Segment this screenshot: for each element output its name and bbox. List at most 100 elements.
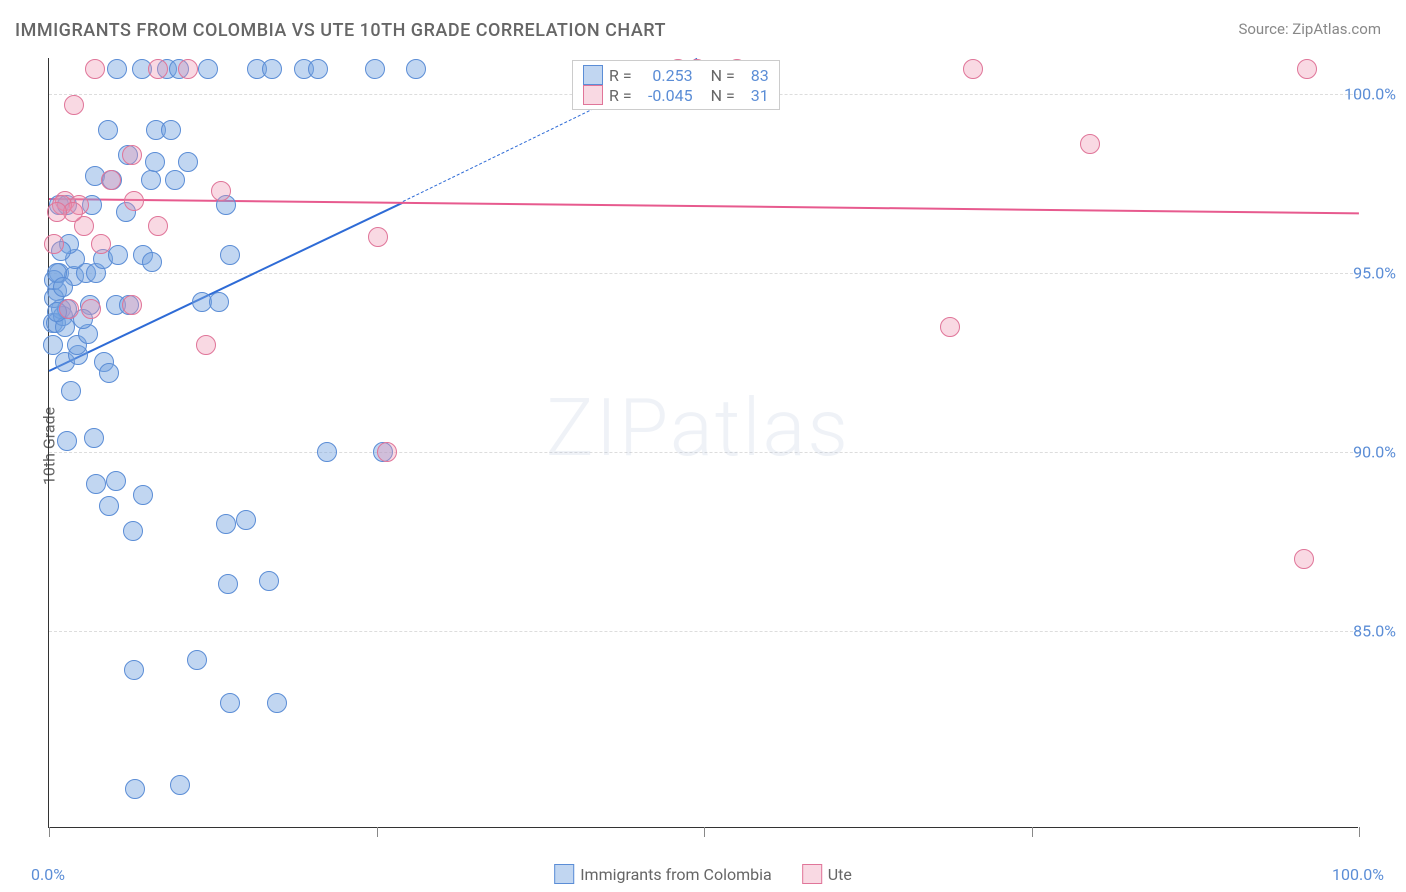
data-point	[220, 245, 240, 265]
data-point	[198, 59, 218, 79]
data-point	[98, 120, 118, 140]
data-point	[122, 145, 142, 165]
legend-item-pink: Ute	[802, 864, 852, 884]
data-point	[1294, 549, 1314, 569]
stats-swatch	[583, 85, 603, 105]
data-point	[141, 170, 161, 190]
y-tick-label: 100.0%	[1344, 84, 1396, 103]
data-point	[365, 59, 385, 79]
x-tick	[1032, 827, 1033, 837]
data-point	[165, 170, 185, 190]
data-point	[218, 574, 238, 594]
data-point	[91, 234, 111, 254]
gridline-h	[49, 273, 1358, 274]
data-point	[64, 95, 84, 115]
data-point	[123, 521, 143, 541]
data-point	[57, 431, 77, 451]
data-point	[43, 335, 63, 355]
data-point	[148, 216, 168, 236]
y-tick-label: 85.0%	[1353, 622, 1396, 641]
trendline	[49, 198, 1359, 214]
data-point	[236, 510, 256, 530]
data-point	[963, 59, 983, 79]
n-label: N =	[711, 86, 735, 105]
y-tick-label: 90.0%	[1353, 442, 1396, 461]
r-value: 0.253	[638, 66, 693, 85]
data-point	[59, 299, 79, 319]
data-point	[377, 442, 397, 462]
data-point	[170, 775, 190, 795]
data-point	[99, 363, 119, 383]
gridline-h	[49, 631, 1358, 632]
data-point	[53, 277, 73, 297]
data-point	[220, 693, 240, 713]
data-point	[142, 252, 162, 272]
source-label: Source: ZipAtlas.com	[1238, 20, 1381, 38]
data-point	[133, 485, 153, 505]
x-tick	[704, 827, 705, 837]
plot-area	[48, 58, 1358, 828]
n-value: 83	[741, 66, 769, 85]
data-point	[122, 295, 142, 315]
legend-swatch-pink	[802, 864, 822, 884]
data-point	[161, 120, 181, 140]
x-tick-label: 100.0%	[1332, 865, 1384, 884]
gridline-h	[49, 452, 1358, 453]
data-point	[196, 335, 216, 355]
data-point	[317, 442, 337, 462]
data-point	[940, 317, 960, 337]
bottom-legend: Immigrants from Colombia Ute	[554, 864, 852, 884]
data-point	[178, 59, 198, 79]
n-value: 31	[741, 86, 769, 105]
data-point	[209, 292, 229, 312]
data-point	[99, 496, 119, 516]
data-point	[108, 245, 128, 265]
x-tick	[1359, 827, 1360, 837]
data-point	[81, 299, 101, 319]
data-point	[1080, 134, 1100, 154]
n-label: N =	[711, 66, 735, 85]
chart-title: IMMIGRANTS FROM COLOMBIA VS UTE 10TH GRA…	[15, 20, 666, 41]
stats-legend-row: R = -0.045 N = 31	[583, 85, 769, 105]
data-point	[101, 170, 121, 190]
data-point	[1297, 59, 1317, 79]
data-point	[406, 59, 426, 79]
x-tick	[49, 827, 50, 837]
data-point	[148, 59, 168, 79]
data-point	[262, 59, 282, 79]
data-point	[259, 571, 279, 591]
legend-label-blue: Immigrants from Colombia	[580, 865, 772, 884]
data-point	[85, 59, 105, 79]
r-label: R =	[609, 86, 632, 105]
data-point	[86, 474, 106, 494]
data-point	[61, 381, 81, 401]
data-point	[267, 693, 287, 713]
data-point	[124, 191, 144, 211]
data-point	[211, 181, 231, 201]
stats-legend-row: R = 0.253 N = 83	[583, 65, 769, 85]
data-point	[124, 660, 144, 680]
data-point	[308, 59, 328, 79]
legend-label-pink: Ute	[828, 865, 852, 884]
legend-item-blue: Immigrants from Colombia	[554, 864, 772, 884]
data-point	[47, 202, 67, 222]
data-point	[145, 152, 165, 172]
data-point	[178, 152, 198, 172]
r-label: R =	[609, 66, 632, 85]
data-point	[84, 428, 104, 448]
r-value: -0.045	[638, 86, 693, 105]
data-point	[187, 650, 207, 670]
data-point	[44, 234, 64, 254]
y-tick-label: 95.0%	[1353, 263, 1396, 282]
stats-swatch	[583, 65, 603, 85]
data-point	[125, 779, 145, 799]
data-point	[106, 471, 126, 491]
x-tick-label: 0.0%	[31, 865, 65, 884]
stats-legend: R = 0.253 N = 83 R = -0.045 N = 31	[572, 60, 780, 110]
data-point	[107, 59, 127, 79]
x-tick	[377, 827, 378, 837]
data-point	[368, 227, 388, 247]
trendline	[49, 201, 404, 371]
data-point	[216, 514, 236, 534]
legend-swatch-blue	[554, 864, 574, 884]
